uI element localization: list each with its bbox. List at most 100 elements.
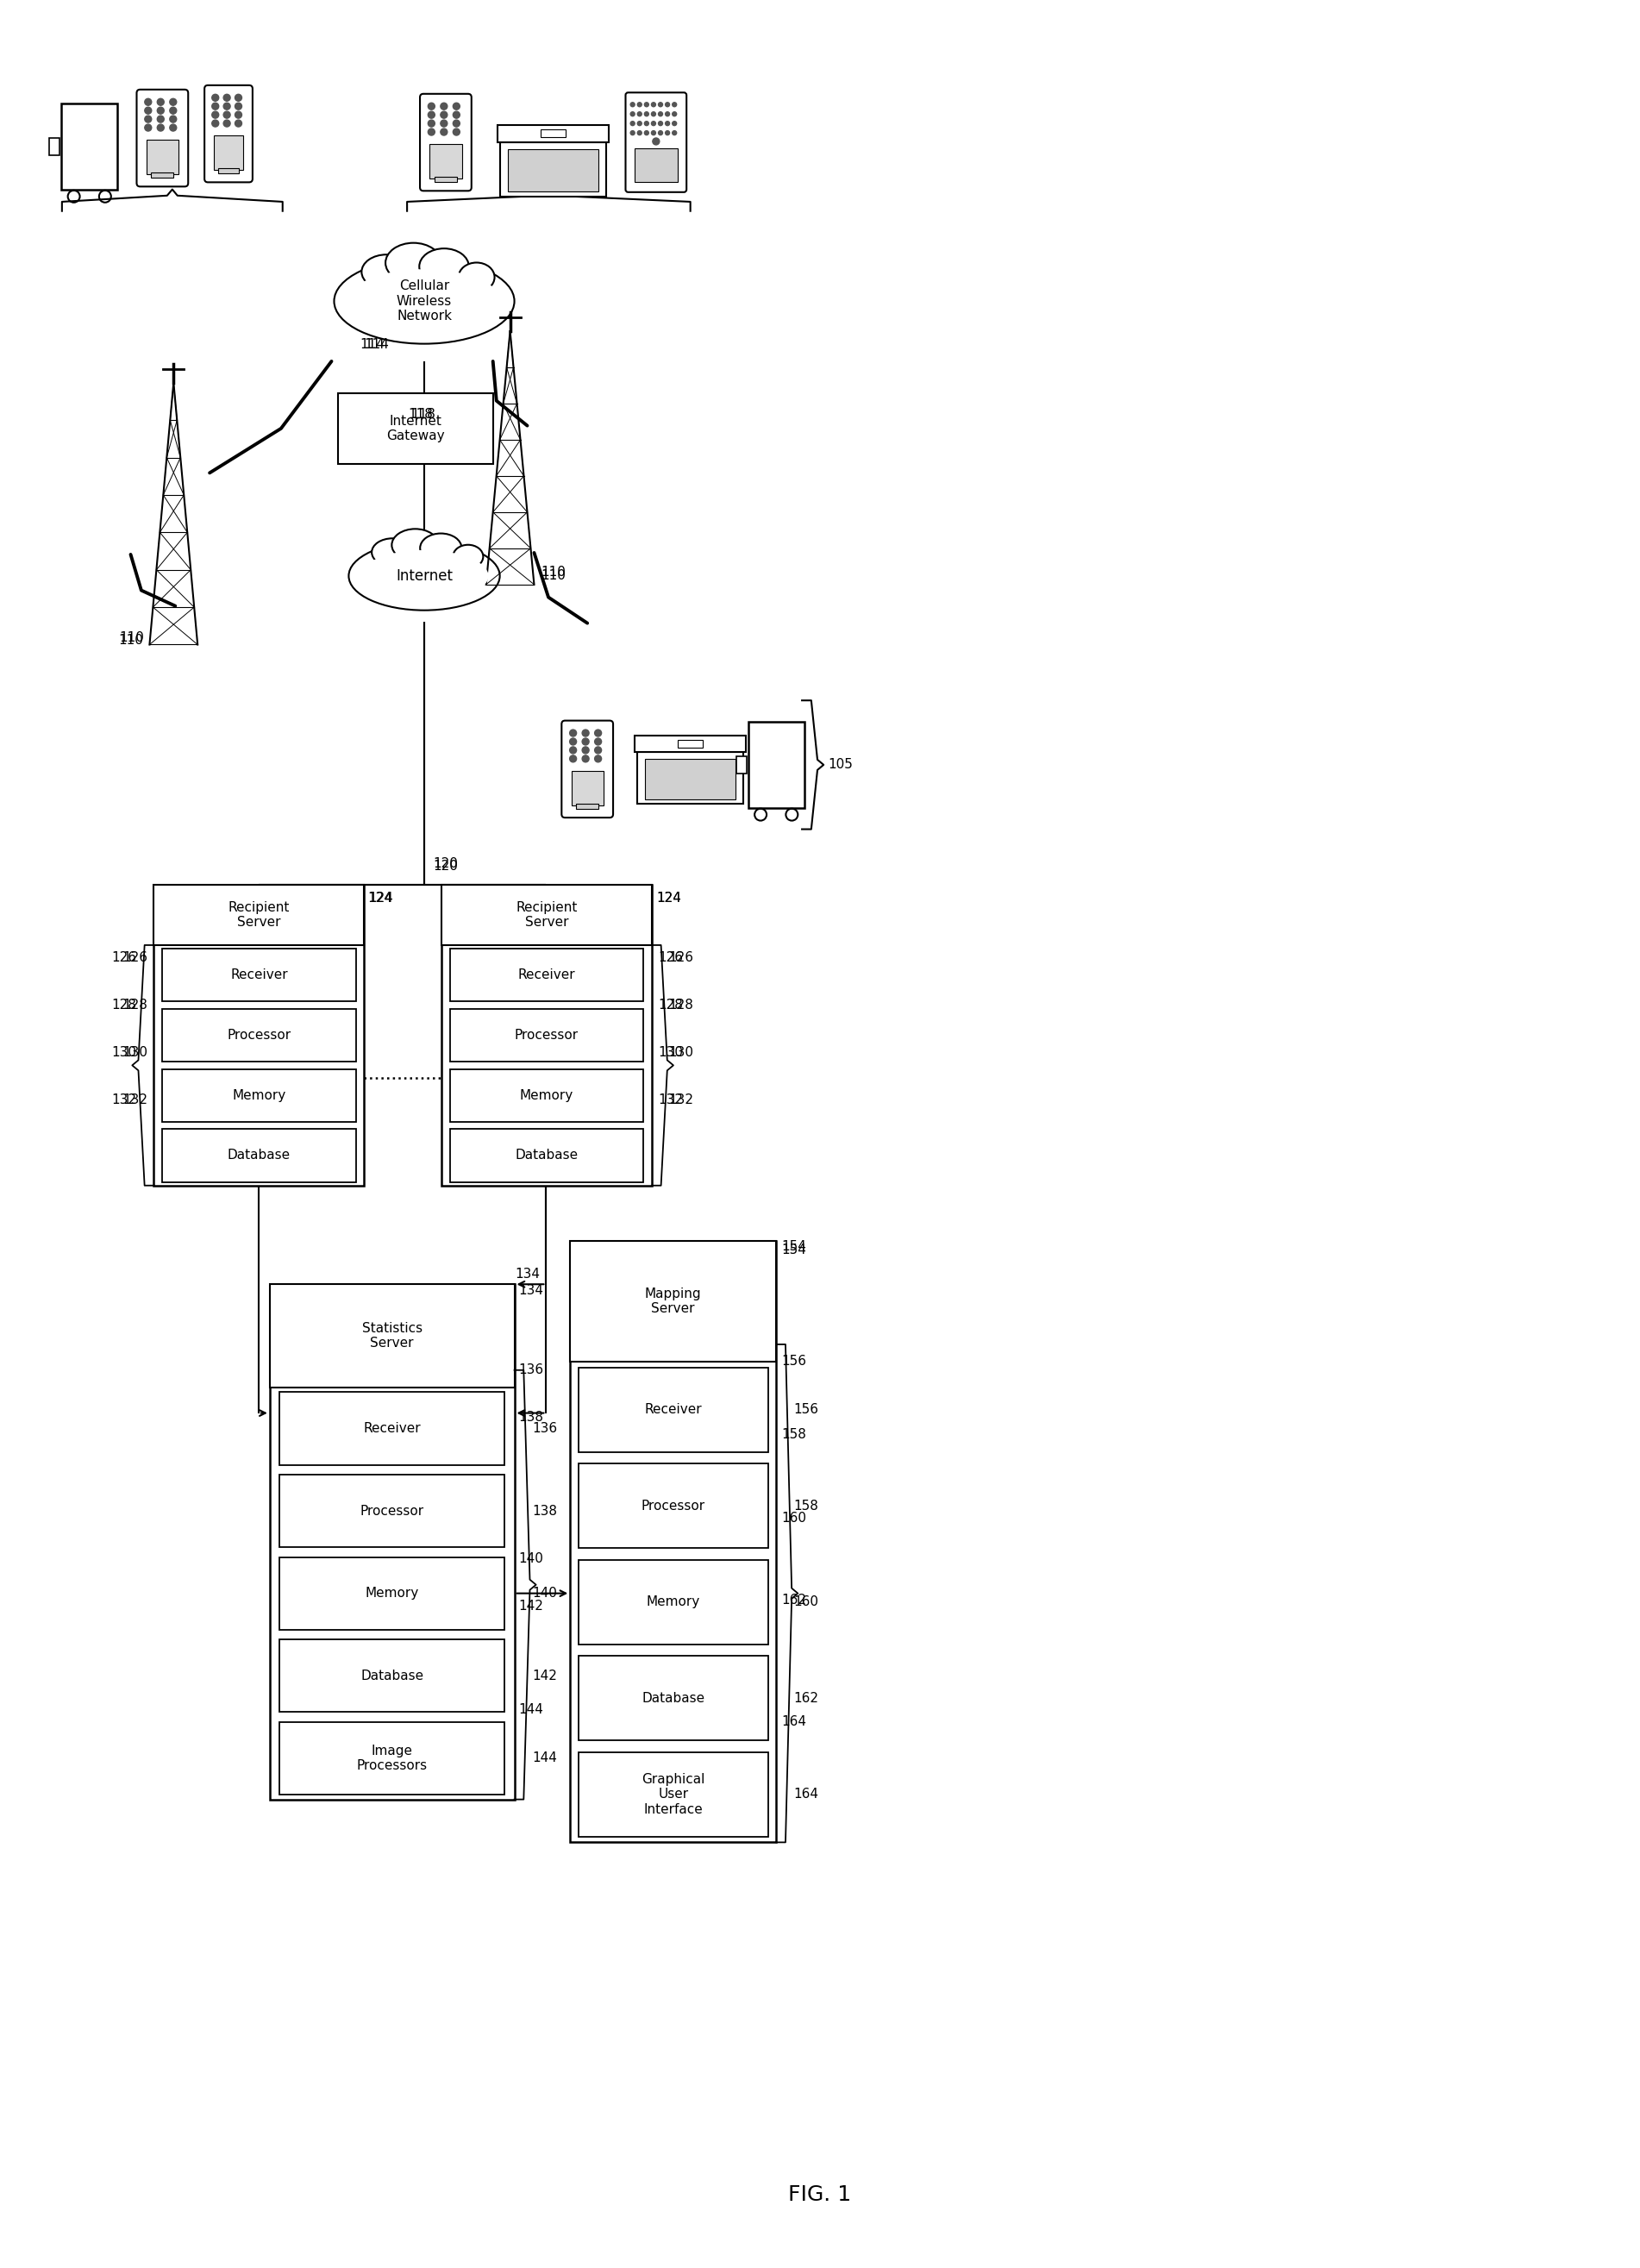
Circle shape [235,102,241,109]
Ellipse shape [372,538,413,567]
Text: Database: Database [361,1669,423,1683]
Bar [541,129,566,138]
FancyBboxPatch shape [205,86,253,181]
Text: Memory: Memory [366,1588,418,1599]
Circle shape [144,98,151,104]
Circle shape [651,120,656,125]
Bar [279,1721,505,1794]
Text: FIG. 1: FIG. 1 [789,2184,851,2204]
Text: Processor: Processor [226,1030,290,1041]
Text: Receiver: Receiver [645,1404,702,1415]
Circle shape [645,102,649,107]
Circle shape [658,111,663,116]
FancyBboxPatch shape [136,88,189,186]
Bar [571,1241,776,1361]
Circle shape [595,730,602,737]
Text: 144: 144 [533,1751,558,1765]
Circle shape [212,102,218,109]
Bar [579,1463,768,1549]
Text: 124: 124 [656,891,681,905]
Circle shape [630,111,635,116]
Circle shape [453,120,459,127]
Bar [748,721,804,807]
Text: 164: 164 [781,1715,807,1728]
Text: 140: 140 [533,1588,558,1599]
Text: 156: 156 [781,1354,807,1368]
Bar [576,803,599,810]
Bar [218,168,239,172]
Bar [154,885,364,946]
Text: 134: 134 [515,1268,540,1281]
Bar [213,136,243,170]
Bar [571,771,604,805]
Circle shape [428,129,435,136]
Bar [338,392,494,465]
Bar [645,758,735,798]
Circle shape [223,102,230,109]
Circle shape [144,125,151,132]
Bar [162,1129,356,1182]
Text: 154: 154 [781,1241,807,1252]
Bar [449,1068,643,1123]
Circle shape [144,116,151,122]
Bar [579,1751,768,1837]
Circle shape [169,116,177,122]
Bar [500,143,607,197]
Ellipse shape [453,544,484,569]
Text: 128: 128 [658,998,682,1012]
Bar [441,885,651,946]
Text: 120: 120 [433,860,458,873]
Text: 160: 160 [794,1594,818,1608]
FancyBboxPatch shape [625,93,687,193]
Text: 138: 138 [533,1504,558,1517]
Text: 158: 158 [794,1499,818,1513]
Text: Processor: Processor [361,1504,425,1517]
Circle shape [235,95,241,102]
Circle shape [653,138,659,145]
Text: 130: 130 [123,1046,148,1059]
Text: Receiver: Receiver [230,968,287,982]
Circle shape [453,102,459,109]
Text: 132: 132 [123,1093,148,1107]
Text: 138: 138 [518,1411,544,1424]
Circle shape [428,111,435,118]
Circle shape [672,132,677,136]
Text: Graphical
User
Interface: Graphical User Interface [641,1774,705,1817]
Circle shape [157,125,164,132]
Text: Recipient
Server: Recipient Server [517,900,577,930]
Text: 114: 114 [359,338,385,352]
Circle shape [441,102,448,109]
Circle shape [666,102,669,107]
Circle shape [645,120,649,125]
Circle shape [582,730,589,737]
Circle shape [582,755,589,762]
Circle shape [658,120,663,125]
Text: 105: 105 [159,156,185,170]
Circle shape [595,755,602,762]
Text: Internet
Gateway: Internet Gateway [387,415,444,442]
Circle shape [630,102,635,107]
Circle shape [638,111,641,116]
Circle shape [582,737,589,746]
Bar [279,1474,505,1547]
Bar [154,885,364,1186]
Ellipse shape [335,259,515,345]
Text: 140: 140 [518,1554,543,1565]
Text: Receiver: Receiver [518,968,576,982]
Text: Internet: Internet [395,569,453,583]
Bar [162,1009,356,1061]
Text: 118: 118 [410,408,435,422]
Circle shape [169,107,177,113]
Circle shape [651,132,656,136]
Text: 126: 126 [658,953,682,964]
Bar [430,145,462,179]
Bar [269,1284,515,1799]
Text: Database: Database [228,1150,290,1161]
Text: 134: 134 [518,1284,544,1297]
Text: 126: 126 [112,953,136,964]
Circle shape [157,98,164,104]
Circle shape [645,132,649,136]
Text: 124: 124 [367,891,392,905]
Text: 124: 124 [656,891,681,905]
Bar [435,177,458,181]
